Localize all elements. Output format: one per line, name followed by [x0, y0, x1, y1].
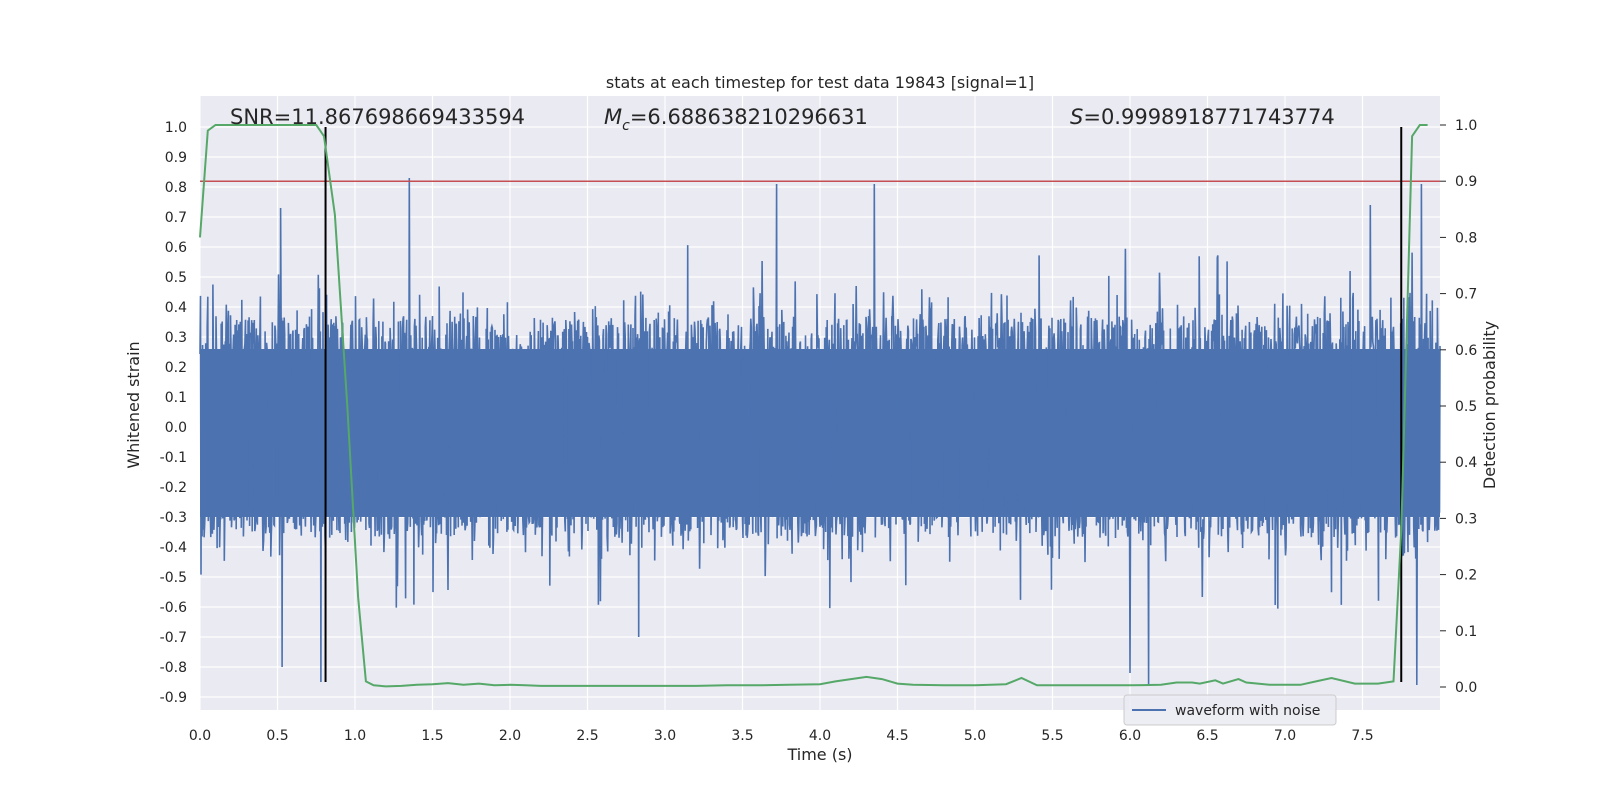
y-axis-right: 1.0 0.9 0.8 0.7 0.6 0.5 0.4 0.3 0.2 0.1 0.0 — [1440, 118, 1477, 696]
y-tick-label: -0.1 — [160, 450, 187, 466]
y-tick-label: -0.3 — [160, 510, 187, 526]
y-tick-label: 0.4 — [165, 300, 187, 316]
x-tick-label: 7.0 — [1274, 728, 1296, 744]
y-tick-label: 0.6 — [165, 240, 187, 256]
x-tick-label: 0.5 — [266, 728, 288, 744]
y2-tick-label: 0.1 — [1455, 624, 1477, 640]
x-tick-label: 4.5 — [886, 728, 908, 744]
x-tick-label: 6.0 — [1119, 728, 1141, 744]
y2-tick-label: 0.2 — [1455, 568, 1477, 584]
x-tick-label: 6.5 — [1196, 728, 1218, 744]
y-tick-label: -0.7 — [160, 630, 187, 646]
waveform-line — [199, 177, 1441, 686]
x-tick-label: 4.0 — [809, 728, 831, 744]
y-tick-label: 0.1 — [165, 390, 187, 406]
legend-box — [1123, 694, 1337, 726]
y2-tick-label: 1.0 — [1455, 118, 1477, 134]
y-axis-left: 1.0 0.9 0.8 0.7 0.6 0.5 0.4 0.3 0.2 0.1 0.0 -0.1 -0.… — [160, 120, 187, 706]
score-annotation: S=0.9998918771743774 — [1070, 105, 1335, 129]
x-axis-label: Time (s) — [786, 745, 852, 764]
y2-tick-label: 0.4 — [1455, 455, 1477, 471]
overlay-lines — [200, 127, 1440, 682]
probability-line — [199, 124, 1428, 688]
y-tick-label: -0.6 — [160, 600, 187, 616]
x-tick-label: 2.0 — [499, 728, 521, 744]
y2-tick-label: 0.5 — [1455, 399, 1477, 415]
y-tick-label: -0.8 — [160, 660, 187, 676]
y-tick-label: 0.3 — [165, 330, 187, 346]
chart-title: stats at each timestep for test data 198… — [606, 73, 1034, 92]
y2-tick-label: 0.7 — [1455, 287, 1477, 303]
y2-tick-label: 0.9 — [1455, 174, 1477, 190]
x-tick-label: 1.0 — [344, 728, 366, 744]
legend: waveform with noise — [1123, 694, 1337, 726]
y-tick-label: 0.5 — [165, 270, 187, 286]
score-symbol: S — [1070, 105, 1083, 129]
chirp-mass-subscript: c — [622, 118, 630, 134]
x-tick-label: 3.0 — [654, 728, 676, 744]
chirp-mass-annotation: Mc=6.688638210296631 — [604, 105, 868, 134]
y2-tick-label: 0.8 — [1455, 230, 1477, 246]
y2-axis-label: Detection probability — [1480, 321, 1499, 489]
y-tick-label: -0.2 — [160, 480, 187, 496]
x-tick-label: 5.0 — [964, 728, 986, 744]
y-tick-label: -0.4 — [160, 540, 187, 556]
waveform-series — [199, 177, 1441, 686]
y-tick-label: 0.0 — [165, 420, 187, 436]
y-axis-label: Whitened strain — [124, 341, 143, 468]
x-tick-label: 5.5 — [1041, 728, 1063, 744]
snr-annotation: SNR=11.867698669433594 — [230, 105, 525, 129]
y-tick-label: 1.0 — [165, 120, 187, 136]
x-tick-label: 0.0 — [189, 728, 211, 744]
legend-label: waveform with noise — [1175, 703, 1320, 719]
y-tick-label: -0.9 — [160, 690, 187, 706]
score-value: =0.9998918771743774 — [1083, 105, 1334, 129]
y-tick-label: 0.7 — [165, 210, 187, 226]
y-tick-label: -0.5 — [160, 570, 187, 586]
y-tick-label: 0.9 — [165, 150, 187, 166]
x-tick-label: 3.5 — [731, 728, 753, 744]
x-tick-label: 7.5 — [1351, 728, 1373, 744]
x-tick-label: 1.5 — [421, 728, 443, 744]
chirp-mass-symbol: M — [604, 105, 622, 129]
x-tick-label: 2.5 — [576, 728, 598, 744]
y2-tick-label: 0.3 — [1455, 511, 1477, 527]
y-tick-label: 0.2 — [165, 360, 187, 376]
x-axis: 0.0 0.5 1.0 1.5 2.0 2.5 3.0 3.5 4.0 4.5 5.0 5.5 6.0 6… — [189, 728, 1374, 744]
y2-tick-label: 0.0 — [1455, 680, 1477, 696]
chirp-mass-value: =6.688638210296631 — [630, 105, 868, 129]
y-tick-label: 0.8 — [165, 180, 187, 196]
y2-tick-label: 0.6 — [1455, 343, 1477, 359]
probability-series — [199, 124, 1428, 688]
